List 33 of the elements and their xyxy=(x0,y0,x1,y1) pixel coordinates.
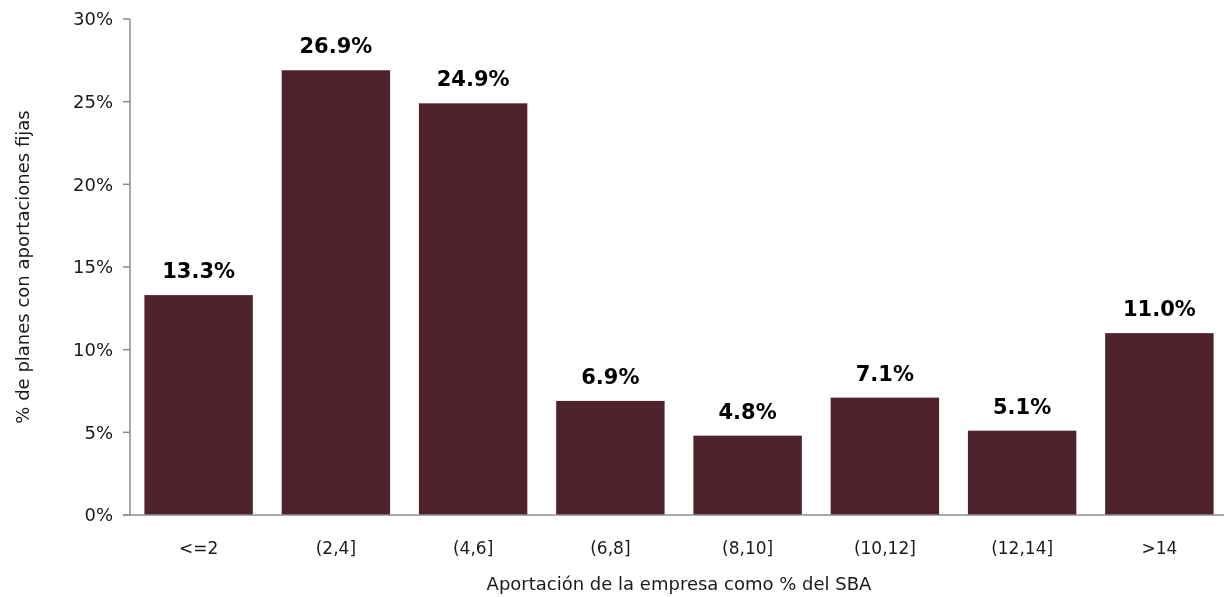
y-tick-label: 25% xyxy=(72,90,113,112)
data-label: 11.0% xyxy=(1122,297,1196,322)
bar xyxy=(830,397,940,515)
x-tick-label: >14 xyxy=(1141,538,1178,558)
data-label: 4.8% xyxy=(718,399,777,424)
y-tick-label: 5% xyxy=(84,421,113,443)
data-label: 26.9% xyxy=(299,34,373,59)
bar xyxy=(693,435,802,515)
y-tick-label: 20% xyxy=(72,173,113,195)
x-tick-label: (8,10] xyxy=(722,538,774,558)
x-tick-label: (10,12] xyxy=(853,538,916,558)
x-axis-title: Aportación de la empresa como % del SBA xyxy=(486,573,873,594)
bar xyxy=(281,70,391,515)
x-tick-label: <=2 xyxy=(178,538,219,558)
data-label: 6.9% xyxy=(581,364,640,389)
y-axis-title: % de planes con aportaciones fijas xyxy=(12,110,33,424)
bar xyxy=(144,295,253,515)
bar xyxy=(967,430,1077,515)
data-label: 24.9% xyxy=(436,67,510,92)
data-label: 5.1% xyxy=(993,394,1052,419)
y-tick-label: 15% xyxy=(72,256,113,278)
y-tick-label: 0% xyxy=(84,504,113,526)
y-tick-label: 10% xyxy=(72,338,113,360)
bar xyxy=(418,103,528,515)
data-label: 7.1% xyxy=(855,361,914,386)
x-tick-label: (6,8] xyxy=(590,538,631,558)
data-label: 13.3% xyxy=(162,259,236,284)
bar xyxy=(1105,333,1214,515)
bar xyxy=(556,400,665,515)
x-tick-label: (12,14] xyxy=(991,538,1054,558)
x-tick-label: (2,4] xyxy=(315,538,357,558)
y-tick-label: 30% xyxy=(72,8,113,30)
x-tick-label: (4,6] xyxy=(452,538,494,558)
